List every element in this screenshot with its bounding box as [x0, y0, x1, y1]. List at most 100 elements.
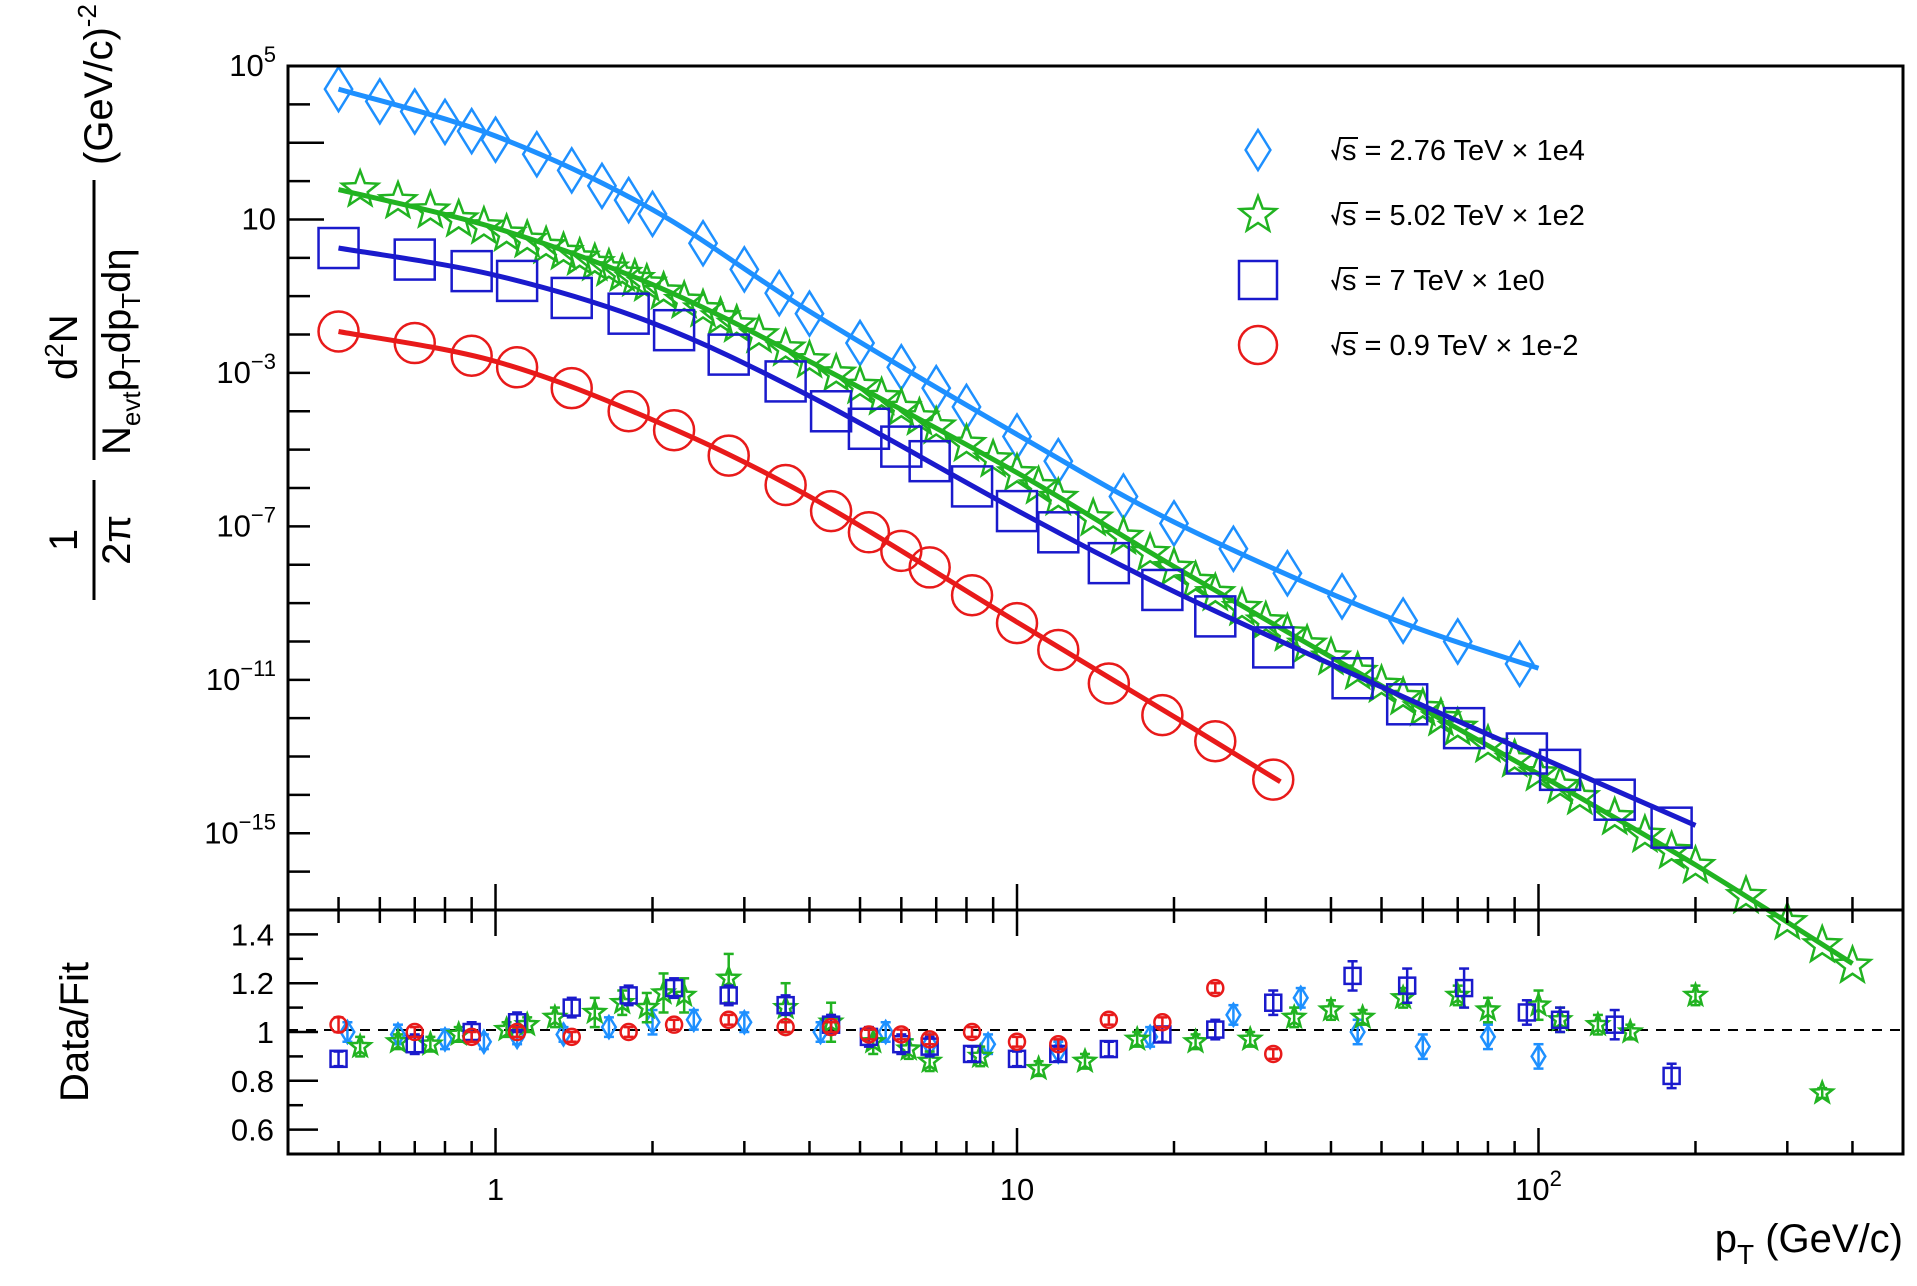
legend-label: s = 7 TeV × 1e0: [1342, 265, 1545, 297]
ratio-series-0-9-tev-1e-2: [329, 978, 1283, 1064]
ratio-point: [1007, 1032, 1027, 1052]
data-point: [1516, 751, 1561, 792]
ratio-y-axis-ticks: [288, 908, 318, 1156]
data-point: [1505, 732, 1549, 775]
data-point: [880, 529, 923, 573]
ratio-y-tick-labels: 0.6 0.8 1 1.2 1.4: [231, 917, 274, 1147]
data-point: [1538, 748, 1582, 792]
ratio-point: [1049, 1034, 1068, 1054]
data-point: [1401, 685, 1445, 727]
data-point: [794, 289, 825, 339]
data-point: [1251, 758, 1295, 801]
legend-item-0-9-tev-1e-2: s = 0.9 TeV × 1e-2: [1237, 324, 1578, 366]
data-point: [1650, 828, 1694, 870]
data-point: [1017, 463, 1061, 505]
y-tick-label: 10−15: [204, 809, 276, 850]
series-0-9-tev-1e-2: [317, 310, 1295, 801]
ratio-point: [600, 1013, 618, 1041]
data-point: [1194, 720, 1237, 763]
fit-curve: [338, 245, 1697, 828]
data-point: [600, 251, 644, 293]
ratio-point: [619, 986, 638, 1005]
ratio-point: [1397, 976, 1417, 995]
ratio-point: [1348, 1002, 1377, 1030]
ratio-point: [513, 1010, 541, 1037]
data-point: [1385, 683, 1429, 726]
data-point: [1036, 475, 1080, 517]
sqrt-sign: [1331, 332, 1358, 357]
data-point: [587, 246, 631, 287]
data-point: [764, 268, 795, 318]
ratio-point: [1349, 1018, 1366, 1046]
legend-marker: [1237, 259, 1279, 301]
data-point: [1724, 873, 1768, 915]
data-point: [480, 115, 511, 165]
data-point: [950, 574, 994, 617]
data-point: [737, 312, 781, 354]
ratio-point: [962, 1044, 982, 1064]
data-point: [1593, 794, 1637, 836]
ratio-y-tick-label: 1.4: [231, 917, 274, 952]
ratio-point: [1681, 980, 1710, 1008]
ratio-point: [1605, 1015, 1624, 1034]
data-point: [652, 409, 696, 452]
ratio-point: [1414, 1033, 1432, 1061]
ratio-point: [619, 1022, 638, 1042]
data-point: [642, 269, 686, 311]
data-point: [1141, 693, 1184, 737]
data-point: [495, 259, 539, 303]
data-point: [652, 308, 696, 352]
data-point: [495, 346, 539, 389]
ratio-point: [1474, 995, 1502, 1022]
data-point: [764, 360, 807, 403]
ratio-y-tick-label: 0.8: [231, 1064, 274, 1099]
data-point: [1194, 595, 1237, 638]
sqrt-sign: [1331, 202, 1358, 227]
data-point: [838, 363, 882, 405]
ratio-point: [1206, 1020, 1225, 1039]
legend-item-2-76-tev-1e4: s = 2.76 TeV × 1e4: [1244, 127, 1585, 173]
spectra-series-layer: [317, 64, 1874, 985]
data-point: [323, 64, 354, 114]
data-point: [847, 511, 891, 554]
data-point: [437, 196, 481, 238]
data-point: [908, 546, 951, 589]
ratio-point: [632, 992, 661, 1020]
data-point: [879, 385, 923, 427]
data-point: [1087, 541, 1131, 585]
ratio-x-tick-labels: 1 10 102: [487, 1166, 1562, 1207]
ratio-point: [1236, 1024, 1265, 1052]
ratio-point: [1808, 1078, 1837, 1105]
data-point: [1558, 774, 1602, 816]
data-point: [1272, 548, 1303, 598]
data-point: [393, 321, 436, 365]
ratio-point: [892, 1025, 911, 1044]
data-point: [687, 218, 719, 268]
data-point: [462, 204, 506, 245]
legend-item-5-02-tev-1e2: s = 5.02 TeV × 1e2: [1236, 192, 1585, 234]
data-point: [393, 238, 436, 281]
ratio-y-tick-label: 0.6: [231, 1113, 274, 1148]
data-point: [456, 106, 487, 156]
ratio-point: [877, 1018, 894, 1046]
data-point: [1087, 662, 1131, 705]
ratio-point: [1153, 1012, 1172, 1032]
ratio-point: [507, 1022, 527, 1042]
legend-marker: [1236, 192, 1280, 234]
ratio-point: [1099, 1010, 1119, 1030]
data-point: [625, 261, 669, 303]
ratio-point: [346, 1031, 374, 1059]
data-point: [764, 326, 808, 367]
ratio-point: [1662, 1066, 1681, 1086]
spectra-x-axis-ticks: [286, 884, 1905, 910]
ratio-point: [859, 1025, 879, 1044]
series-5-02-tev-1e2: [337, 167, 1874, 985]
x-axis-title: pT (GeV/c): [1715, 1217, 1903, 1270]
ratio-y-tick-label: 1.2: [231, 966, 274, 1001]
sqrt-sign: [1331, 267, 1358, 292]
data-point: [607, 390, 650, 433]
ratio-point: [1263, 1044, 1283, 1064]
ratio-point: [405, 1022, 424, 1042]
data-point: [944, 421, 988, 463]
